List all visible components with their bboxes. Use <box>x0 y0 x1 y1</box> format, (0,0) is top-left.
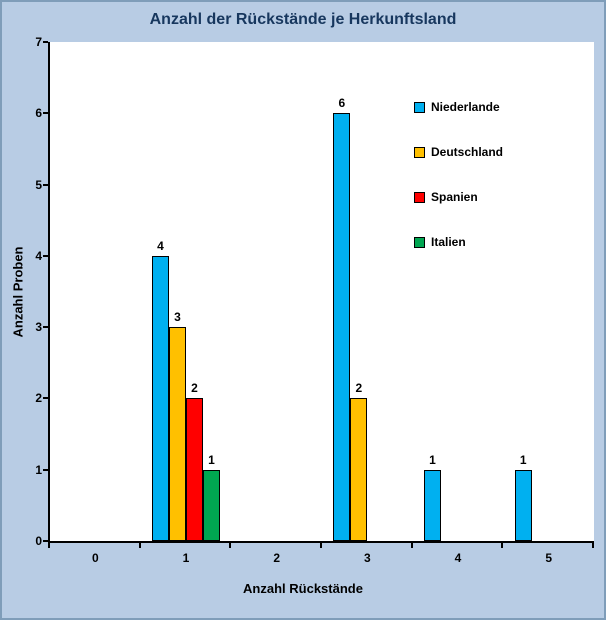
legend-label: Niederlande <box>431 100 500 114</box>
y-tick-mark <box>43 326 48 329</box>
bar-niederlande-x1 <box>152 255 169 541</box>
x-tick-mark <box>501 543 504 548</box>
legend-item-spanien: Spanien <box>414 190 503 204</box>
x-tick-label: 4 <box>454 551 462 565</box>
x-tick-mark <box>138 543 141 548</box>
bar-value-label: 1 <box>208 452 215 467</box>
bar-value-label: 1 <box>429 452 436 467</box>
legend-item-deutschland: Deutschland <box>414 145 503 159</box>
y-tick-label: 0 <box>35 534 42 548</box>
plot-area: Niederlande Deutschland Spanien Italien 4 6 1… <box>48 42 594 543</box>
niederlande-swatch-icon <box>414 101 425 113</box>
bar-value-label: 6 <box>338 96 346 111</box>
italien-swatch-icon <box>414 236 425 248</box>
y-tick-label: 4 <box>35 248 42 263</box>
x-tick-mark <box>229 543 232 548</box>
x-tick-label: 2 <box>273 551 281 565</box>
x-tick-mark <box>410 543 413 548</box>
y-tick-label: 5 <box>35 177 42 192</box>
chart-title: Anzahl der Rückstände je Herkunftsland <box>149 11 457 28</box>
legend-label: Spanien <box>431 190 478 204</box>
legend-label: Deutschland <box>431 145 504 159</box>
x-tick-mark <box>592 543 594 548</box>
y-tick-label: 7 <box>35 35 42 49</box>
x-tick-label: 3 <box>363 551 371 565</box>
x-tick-label: 0 <box>91 551 99 565</box>
bar-deutschland-x3 <box>350 398 368 541</box>
bar-niederlande-x3 <box>333 113 351 541</box>
legend-item-niederlande: Niederlande <box>414 100 503 114</box>
x-tick-label: 1 <box>182 551 190 565</box>
y-tick-mark <box>43 397 48 400</box>
y-tick-label: 2 <box>35 391 42 406</box>
x-tick-label: 5 <box>545 551 553 565</box>
bar-value-label: 2 <box>191 381 198 396</box>
deutschland-swatch-icon <box>414 146 425 158</box>
y-tick-mark <box>43 254 48 257</box>
bar-value-label: 3 <box>174 310 181 325</box>
y-tick-mark <box>43 183 48 186</box>
bar-niederlande-x5 <box>514 469 532 541</box>
bar-value-label: 1 <box>519 452 527 467</box>
y-tick-mark <box>43 468 48 471</box>
legend-label: Italien <box>431 235 466 249</box>
x-tick-mark <box>48 543 50 548</box>
y-tick-label: 1 <box>35 462 42 477</box>
y-tick-mark <box>43 112 48 115</box>
bar-italien-x1 <box>203 469 220 541</box>
bar-deutschland-x1 <box>169 327 186 541</box>
bar-niederlande-x4 <box>424 469 441 541</box>
y-tick-mark <box>43 41 48 43</box>
y-tick-mark <box>43 540 48 542</box>
y-tick-label: 3 <box>35 320 42 335</box>
bar-value-label: 4 <box>157 238 164 253</box>
legend: Niederlande Deutschland Spanien Italien <box>414 100 503 280</box>
bar-spanien-x1 <box>186 398 203 541</box>
spanien-swatch-icon <box>414 191 425 203</box>
legend-item-italien: Italien <box>414 235 503 249</box>
bar-value-label: 2 <box>355 381 363 396</box>
y-tick-label: 6 <box>35 106 42 121</box>
x-axis-title: Anzahl Rückstände <box>243 581 363 596</box>
x-tick-mark <box>320 543 322 548</box>
